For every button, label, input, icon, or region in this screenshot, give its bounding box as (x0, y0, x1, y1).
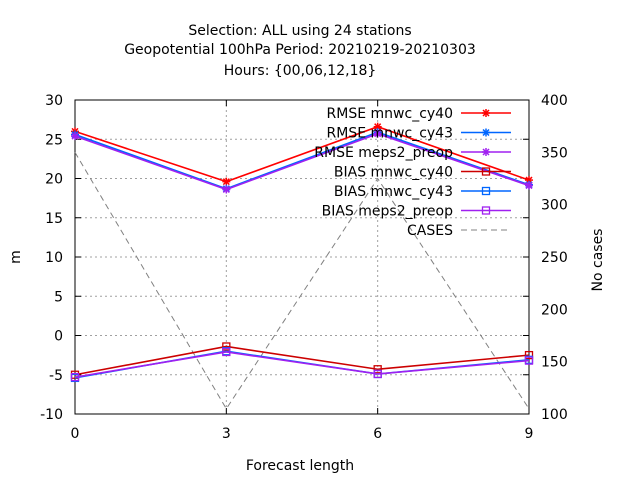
legend-entry: BIAS mnwc_cy43 (334, 184, 511, 200)
point-marker (481, 186, 491, 196)
point-marker (222, 342, 231, 351)
legend-entry: BIAS meps2_preop (322, 204, 511, 220)
legend-label: CASES (407, 223, 453, 239)
y-tick-label: 0 (54, 329, 63, 345)
point-marker (482, 128, 490, 137)
marker-stroke (525, 182, 533, 190)
series-bias-mnwc-cy40 (70, 342, 534, 379)
y2-tick-label: 200 (541, 302, 568, 318)
legend-label: RMSE mnwc_cy40 (327, 106, 453, 122)
series-bias-meps2-preop (70, 347, 534, 382)
point-marker (524, 350, 534, 360)
y-tick-label: 5 (54, 289, 63, 305)
point-marker (482, 109, 490, 117)
legend-entry: RMSE mnwc_cy43 (327, 126, 511, 142)
point-marker (373, 369, 382, 379)
y2-tick-label: 350 (541, 145, 568, 161)
legend-label: RMSE meps2_preop (314, 145, 453, 161)
series-rmse-meps2-preop (71, 129, 533, 194)
marker-stroke (482, 148, 490, 156)
title-line-1: Selection: ALL using 24 stations (188, 23, 411, 39)
point-marker (482, 148, 490, 156)
y2-axis-label: No cases (590, 229, 606, 292)
marker-stroke (71, 132, 79, 140)
legend-label: RMSE mnwc_cy43 (327, 126, 453, 142)
y-tick-label: 15 (45, 211, 63, 227)
series-line (74, 132, 530, 191)
legend-entry: RMSE mnwc_cy40 (327, 106, 511, 122)
y2-tick-label: 400 (541, 93, 568, 109)
point-marker (71, 132, 79, 141)
legend-label: BIAS mnwc_cy43 (334, 184, 453, 200)
point-marker (525, 181, 533, 190)
series-line (74, 351, 530, 378)
point-marker (373, 129, 382, 138)
marker-stroke (222, 178, 230, 186)
chart-title: Selection: ALL using 24 stations Geopote… (124, 23, 476, 79)
legend-label: BIAS meps2_preop (322, 204, 454, 220)
legend-entry: CASES (407, 223, 511, 239)
marker-stroke (222, 185, 230, 194)
y-axis-label: m (8, 250, 24, 264)
x-tick-label: 9 (525, 426, 534, 442)
legend-label: BIAS mnwc_cy40 (334, 165, 453, 181)
x-tick-label: 6 (373, 426, 382, 442)
y-tick-label: 20 (45, 172, 63, 188)
series-rmse-mnwc-cy43 (71, 128, 533, 193)
point-marker (222, 185, 231, 194)
point-marker (524, 356, 534, 365)
title-line-3: Hours: {00,06,12,18} (224, 63, 377, 79)
point-marker (222, 177, 231, 186)
x-axis-label: Forecast length (246, 458, 354, 474)
y-tick-label: 10 (45, 250, 63, 266)
series-line (74, 125, 530, 183)
point-marker (222, 347, 231, 357)
series-line (74, 345, 530, 376)
x-tick-label: 3 (222, 426, 231, 442)
series-bias-mnwc-cy43 (70, 347, 534, 383)
point-marker (70, 372, 80, 382)
y2-tick-label: 150 (541, 355, 568, 371)
legend-entry: RMSE meps2_preop (314, 145, 511, 161)
y-tick-label: -5 (49, 368, 63, 384)
y-tick-label: 30 (45, 93, 63, 109)
y-tick-label: -10 (40, 407, 63, 423)
point-marker (481, 206, 491, 215)
grid (75, 100, 529, 414)
series-group (70, 122, 534, 410)
legend-entry: BIAS mnwc_cy40 (334, 165, 511, 181)
marker-stroke (374, 130, 382, 138)
point-marker (481, 167, 491, 176)
series-line (74, 131, 530, 190)
series-line (74, 350, 530, 379)
marker-stroke (374, 123, 382, 131)
title-line-2: Geopotential 100hPa Period: 20210219-202… (124, 42, 476, 58)
series-line (74, 152, 530, 410)
marker-stroke (482, 109, 490, 117)
x-tick-label: 0 (71, 426, 80, 442)
legend: RMSE mnwc_cy40 RMSE mnwc_cy43 RMSE meps2_p… (314, 106, 511, 239)
point-marker (373, 122, 382, 131)
y2-tick-label: 100 (541, 407, 568, 423)
y2-tick-label: 300 (541, 198, 568, 214)
point-marker (373, 365, 382, 374)
series-cases (74, 152, 530, 410)
y2-tick-label: 250 (541, 250, 568, 266)
y-tick-label: 25 (45, 132, 63, 148)
marker-stroke (482, 128, 490, 137)
